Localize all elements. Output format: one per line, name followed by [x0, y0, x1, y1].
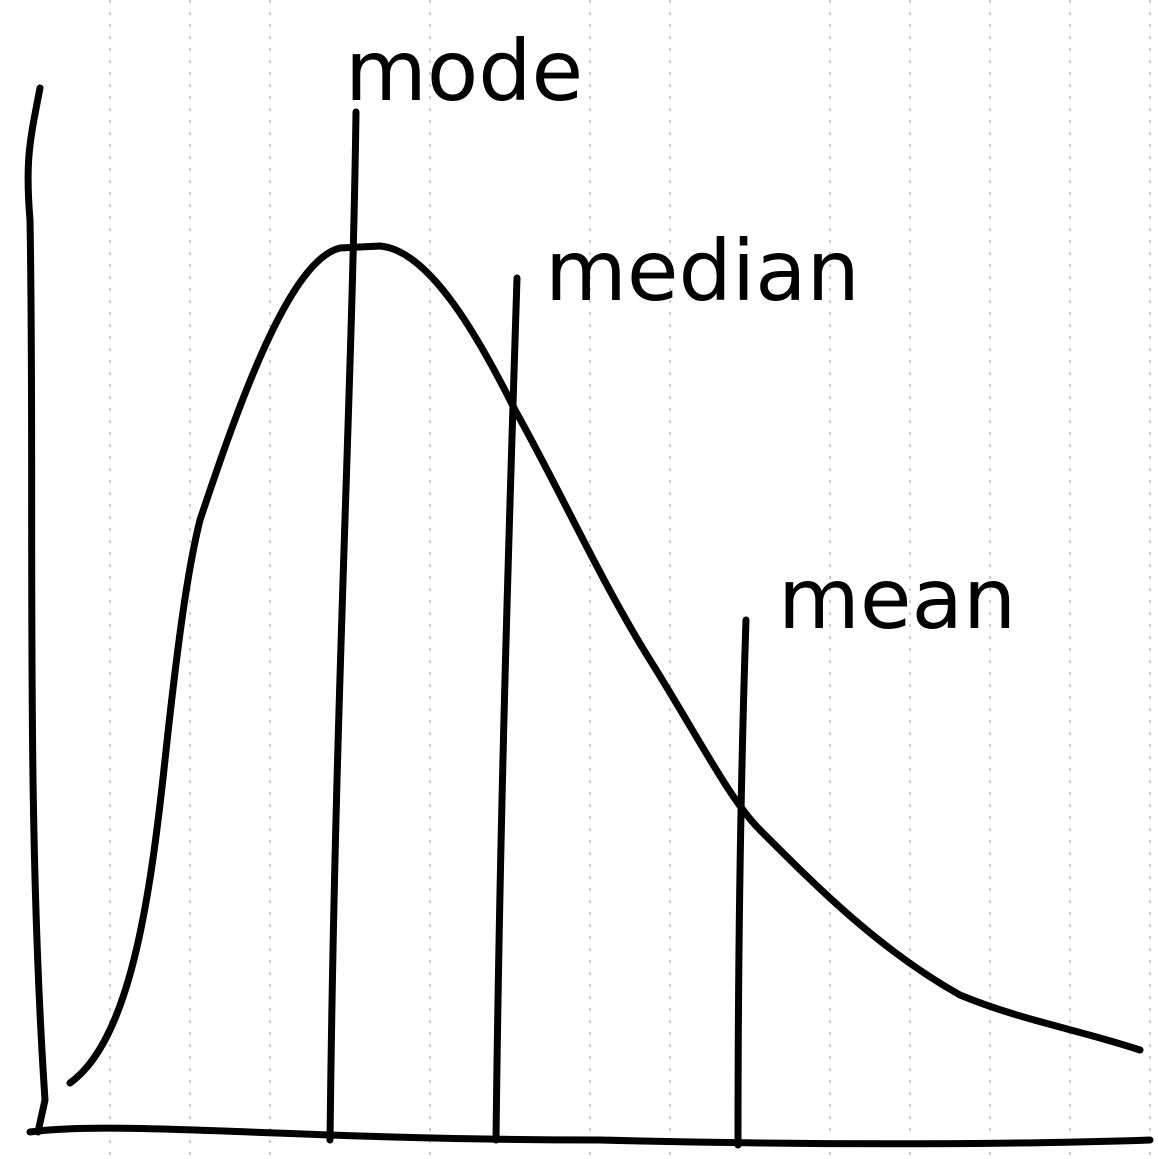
mode-label: mode	[345, 22, 583, 120]
y-axis	[28, 88, 45, 1132]
median-label: median	[545, 222, 860, 320]
mean-line	[738, 620, 746, 1145]
mean-label: mean	[778, 550, 1016, 648]
median-line	[496, 278, 517, 1140]
mode-line	[330, 112, 356, 1140]
diagram: mode median mean	[0, 0, 1158, 1159]
distribution-curve	[70, 246, 1140, 1083]
